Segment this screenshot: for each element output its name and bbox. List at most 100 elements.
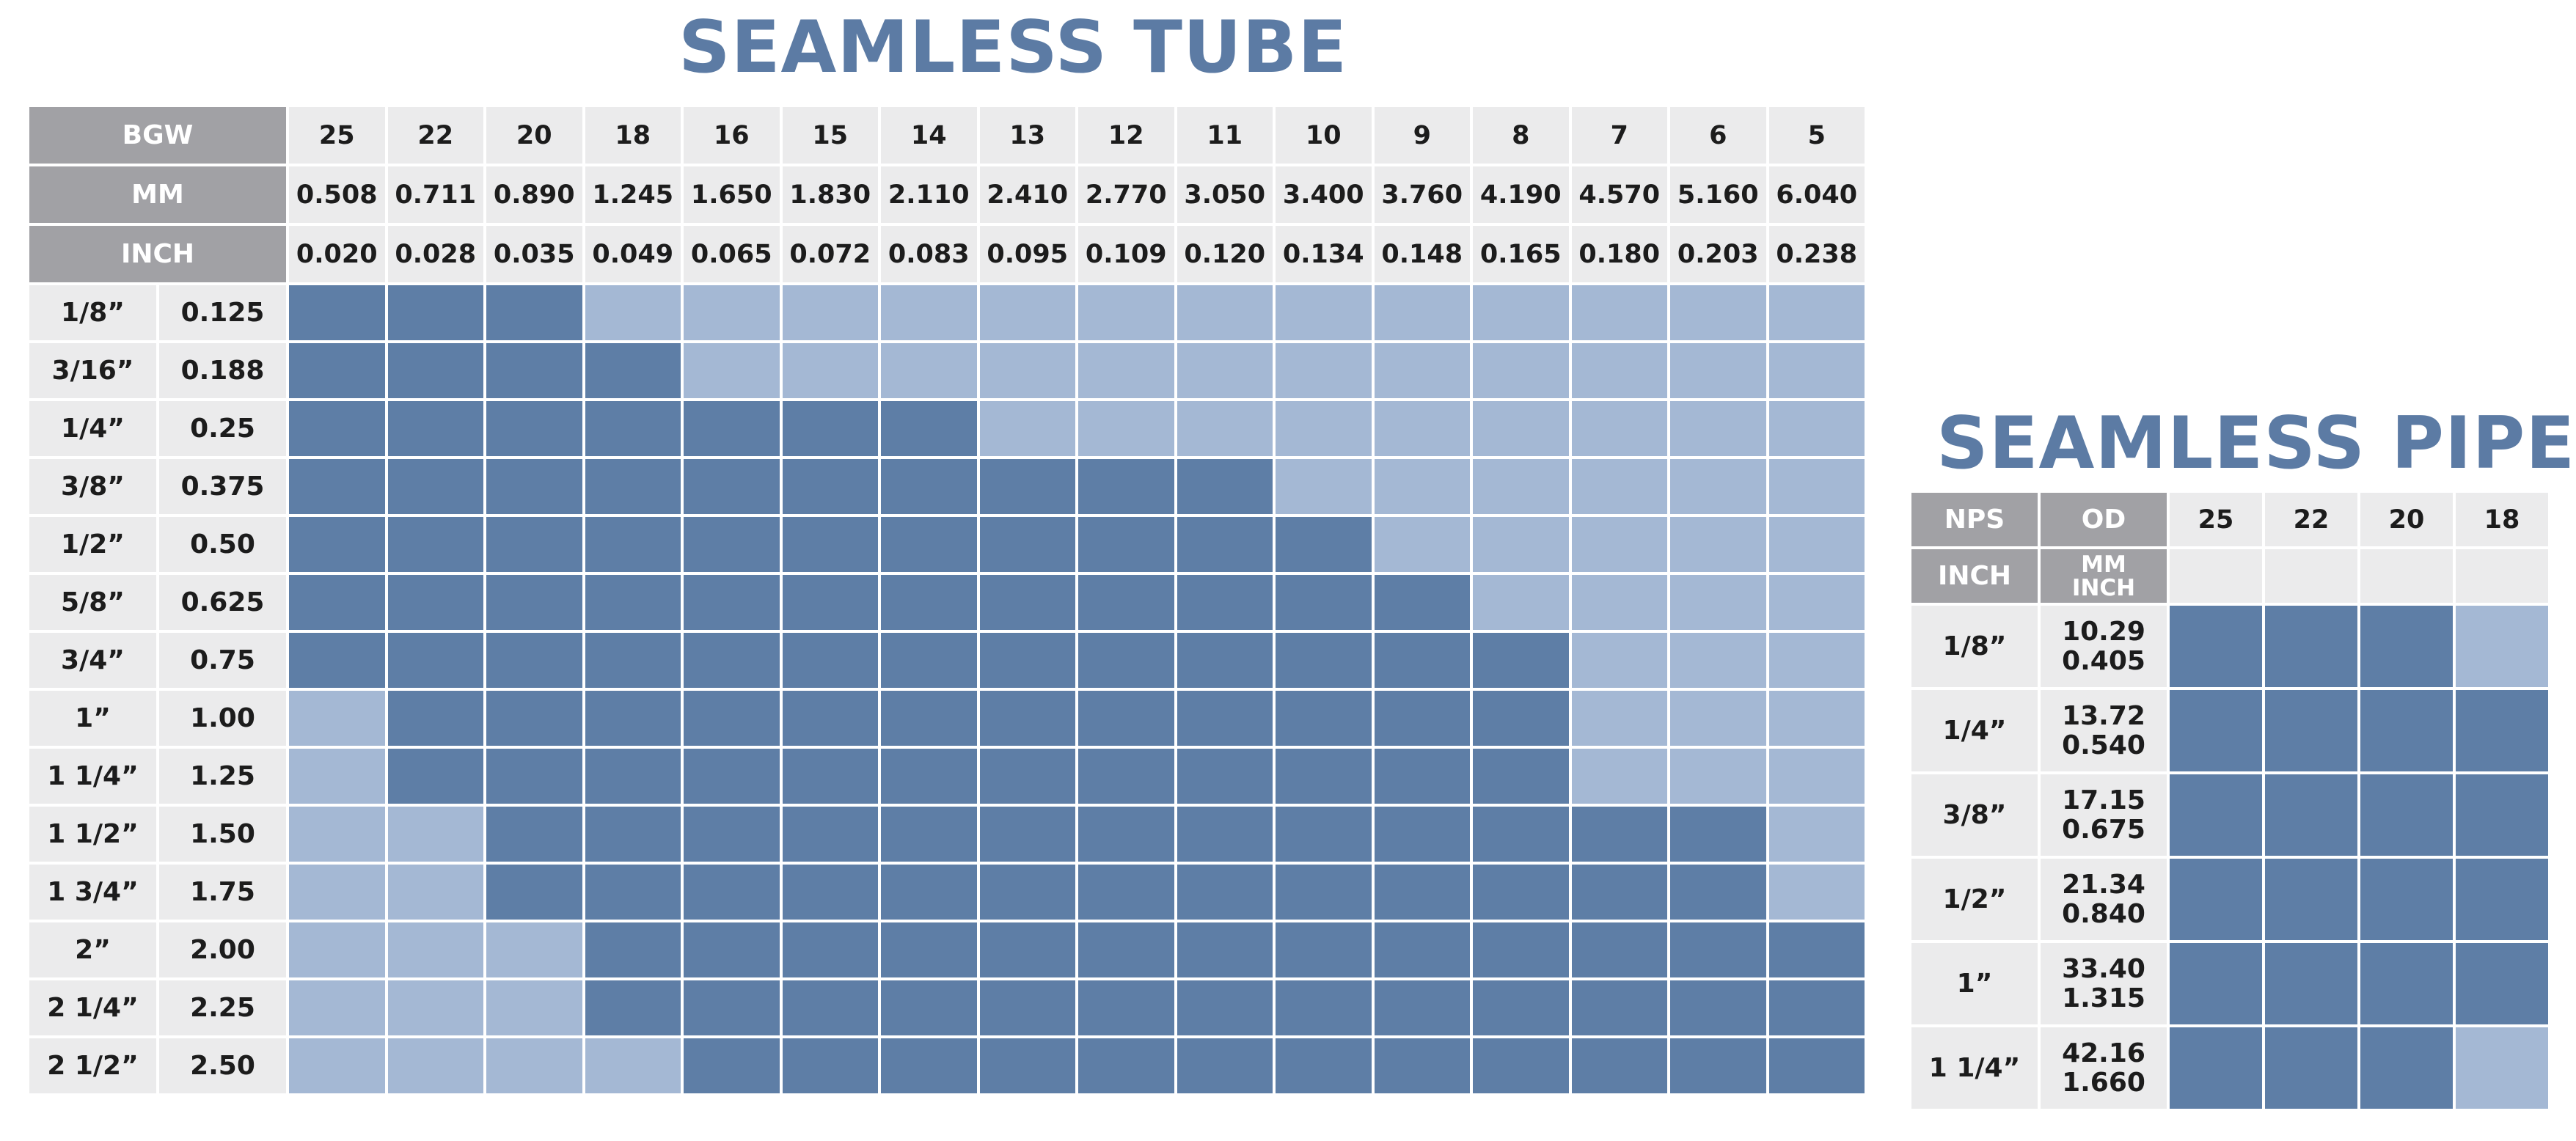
available-cell	[387, 749, 483, 804]
pipe-row: 3/8” 17.15 0.675	[1911, 774, 2548, 856]
column-inch-value: 0.165	[1473, 226, 1569, 282]
column-mm-value: 4.570	[1571, 166, 1667, 223]
available-cell	[1177, 1038, 1273, 1093]
available-cell	[2360, 943, 2453, 1024]
available-cell	[1374, 749, 1470, 804]
pipe-gauge-header: 18	[2456, 493, 2548, 546]
tube-od-value: 1.50	[159, 807, 286, 862]
tube-size-label: 3/4”	[29, 633, 156, 688]
available-cell	[486, 749, 582, 804]
pipe-row: 1 1/4” 42.16 1.660	[1911, 1027, 2548, 1109]
column-bgw-value: 15	[782, 107, 878, 164]
unavailable-cell	[387, 1038, 483, 1093]
pipe-nps-label: 1/2”	[1911, 859, 2038, 940]
tube-row: 3/4” 0.75	[29, 633, 1865, 688]
unavailable-cell	[1768, 691, 1865, 746]
available-cell	[2265, 690, 2357, 771]
inch-header-row: INCH 0.020 0.028 0.035 0.049 0.065 0.072 0.083 0…	[29, 226, 1865, 282]
unavailable-cell	[289, 1038, 385, 1093]
available-cell	[585, 575, 681, 630]
column-inch-value: 0.134	[1276, 226, 1372, 282]
available-cell	[2360, 606, 2453, 687]
unavailable-cell	[1768, 459, 1865, 514]
column-bgw-value: 14	[881, 107, 977, 164]
tube-row: 1/2” 0.50	[29, 517, 1865, 572]
available-cell	[782, 401, 878, 456]
column-bgw-value: 12	[1078, 107, 1174, 164]
available-cell	[2265, 943, 2357, 1024]
available-cell	[585, 865, 681, 920]
tube-od-value: 0.125	[159, 285, 286, 340]
available-cell	[1276, 865, 1372, 920]
pipe-od-values: 42.16 1.660	[2041, 1027, 2167, 1109]
pipe-gauge-header: 22	[2265, 493, 2357, 546]
unavailable-cell	[289, 922, 385, 977]
available-cell	[1276, 1038, 1372, 1093]
unavailable-cell	[1768, 807, 1865, 862]
available-cell	[387, 285, 483, 340]
pipe-row: 1/8” 10.29 0.405	[1911, 606, 2548, 687]
tube-od-value: 2.25	[159, 980, 286, 1035]
unavailable-cell	[1571, 459, 1667, 514]
available-cell	[1670, 922, 1766, 977]
available-cell	[585, 517, 681, 572]
available-cell	[1768, 922, 1865, 977]
available-cell	[1670, 980, 1766, 1035]
unavailable-cell	[979, 285, 1075, 340]
column-mm-value: 2.110	[881, 166, 977, 223]
available-cell	[881, 517, 977, 572]
od-mm-value: 42.16	[2062, 1038, 2145, 1068]
column-mm-value: 3.400	[1276, 166, 1372, 223]
tube-size-label: 1/4”	[29, 401, 156, 456]
column-inch-value: 0.028	[387, 226, 483, 282]
tube-size-label: 1 3/4”	[29, 865, 156, 920]
tube-size-label: 2”	[29, 922, 156, 977]
column-bgw-value: 10	[1276, 107, 1372, 164]
available-cell	[585, 401, 681, 456]
available-cell	[881, 1038, 977, 1093]
unavailable-cell	[1078, 401, 1174, 456]
available-cell	[2265, 1027, 2357, 1109]
column-mm-value: 0.711	[387, 166, 483, 223]
available-cell	[782, 922, 878, 977]
unavailable-cell	[2456, 606, 2548, 687]
available-cell	[684, 980, 780, 1035]
available-cell	[1078, 691, 1174, 746]
column-mm-value: 6.040	[1768, 166, 1865, 223]
available-cell	[585, 749, 681, 804]
tube-od-value: 0.188	[159, 343, 286, 398]
available-cell	[881, 807, 977, 862]
column-inch-value: 0.083	[881, 226, 977, 282]
empty-cell	[2170, 549, 2262, 603]
unavailable-cell	[979, 401, 1075, 456]
available-cell	[1078, 459, 1174, 514]
unavailable-cell	[979, 343, 1075, 398]
available-cell	[1768, 980, 1865, 1035]
unavailable-cell	[1473, 401, 1569, 456]
available-cell	[1177, 633, 1273, 688]
column-mm-value: 4.190	[1473, 166, 1569, 223]
unavailable-cell	[1571, 285, 1667, 340]
unavailable-cell	[1078, 285, 1174, 340]
unavailable-cell	[1670, 633, 1766, 688]
available-cell	[684, 459, 780, 514]
available-cell	[782, 459, 878, 514]
unavailable-cell	[1768, 401, 1865, 456]
tube-od-value: 0.25	[159, 401, 286, 456]
unavailable-cell	[585, 1038, 681, 1093]
od-inch-value: 0.675	[2062, 814, 2145, 845]
pipe-row: 1/2” 21.34 0.840	[1911, 859, 2548, 940]
tube-row: 2” 2.00	[29, 922, 1865, 977]
seamless-pipe-title: SEAMLESS PIPE	[1936, 402, 2576, 485]
od-inch-value: 0.540	[2062, 730, 2145, 760]
unavailable-cell	[1473, 343, 1569, 398]
tube-od-value: 2.50	[159, 1038, 286, 1093]
tube-size-label: 1 1/4”	[29, 749, 156, 804]
available-cell	[585, 922, 681, 977]
available-cell	[979, 459, 1075, 514]
available-cell	[1177, 517, 1273, 572]
unavailable-cell	[486, 980, 582, 1035]
available-cell	[1078, 749, 1174, 804]
unavailable-cell	[1276, 343, 1372, 398]
od-mm-value: 33.40	[2062, 953, 2145, 984]
